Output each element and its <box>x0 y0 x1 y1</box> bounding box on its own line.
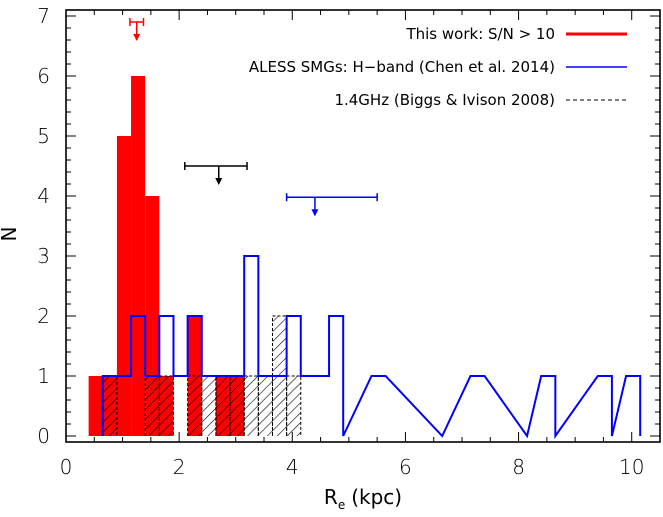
bar-biggs <box>286 376 301 436</box>
bar-this-work <box>88 376 103 436</box>
legend: This work: S/N > 10 ALESS SMGs: H−band (C… <box>249 25 627 109</box>
y-tick-label: 1 <box>37 364 50 388</box>
bar-biggs-outline <box>286 375 302 436</box>
bar-biggs <box>187 376 202 436</box>
axis-ticks: 0 2 4 6 8 10 0 1 2 3 4 5 6 7 <box>37 4 661 479</box>
bar-this-work <box>116 136 132 436</box>
upper-limit-arrow-head <box>133 34 141 41</box>
bar-biggs <box>230 376 245 436</box>
bar-biggs-outline <box>243 375 259 436</box>
bar-biggs <box>215 376 231 436</box>
legend-entry-label: ALESS SMGs: H−band (Chen et al. 2014) <box>249 58 555 76</box>
legend-entry-label: 1.4GHz (Biggs & Ivison 2008) <box>334 91 555 109</box>
x-tick-label: 10 <box>619 455 644 479</box>
y-tick-label: 6 <box>37 64 50 88</box>
x-tick-label: 4 <box>286 455 299 479</box>
x-axis-label: Re (kpc) <box>324 485 402 512</box>
error-markers <box>129 18 378 217</box>
bar-biggs-outline <box>158 375 174 436</box>
x-axis-label-unit: (kpc) <box>351 485 402 509</box>
bar-biggs <box>244 376 259 436</box>
bar-biggs <box>258 376 273 436</box>
upper-limit-arrow-head <box>311 209 319 217</box>
x-tick-label: 6 <box>399 455 412 479</box>
bar-this-work <box>131 76 146 436</box>
x-tick-label: 8 <box>512 455 525 479</box>
bar-biggs <box>145 376 160 436</box>
y-tick-label: 5 <box>37 124 50 148</box>
y-tick-label: 2 <box>37 304 50 328</box>
legend-entry-label: This work: S/N > 10 <box>405 25 555 43</box>
upper-limit-arrow-head <box>215 178 223 185</box>
x-tick-label: 2 <box>173 455 186 479</box>
y-tick-label: 3 <box>37 244 50 268</box>
bar-biggs-outline <box>187 375 203 436</box>
bar-biggs <box>201 376 216 436</box>
y-axis-label: N <box>0 227 21 242</box>
x-tick-label: 0 <box>60 455 73 479</box>
bar-biggs <box>102 376 117 436</box>
bar-biggs <box>159 376 174 436</box>
x-axis-label-main: R <box>324 485 338 509</box>
x-axis-label-subscript: e <box>338 498 345 512</box>
series-aless-step-line <box>101 255 642 440</box>
y-tick-label: 4 <box>37 184 50 208</box>
y-tick-label: 7 <box>37 4 50 28</box>
series-aless-steps <box>101 255 642 440</box>
y-tick-label: 0 <box>37 424 50 448</box>
plot-frame <box>65 9 661 443</box>
